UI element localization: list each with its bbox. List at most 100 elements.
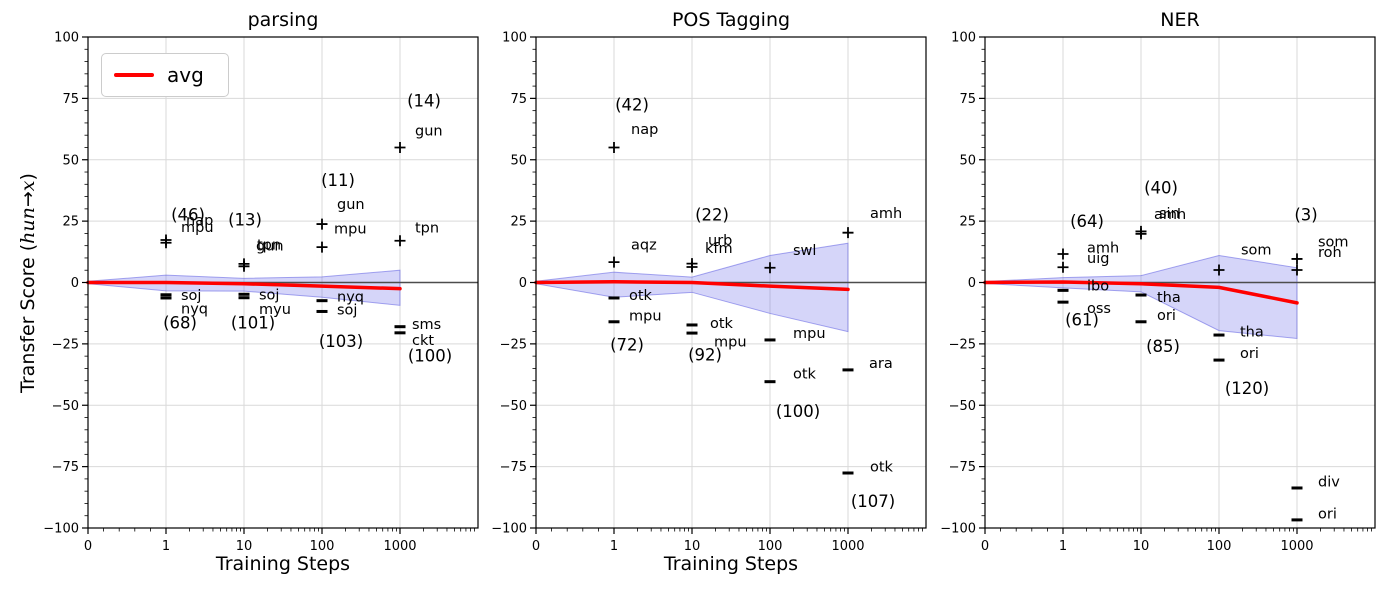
y-tick-label: −75 bbox=[52, 460, 79, 475]
y-tick-label: 75 bbox=[62, 92, 79, 107]
y-axis-label-source: hun bbox=[17, 207, 39, 244]
x-tick-label: 100 bbox=[1207, 539, 1232, 554]
point-label: som bbox=[1241, 242, 1272, 258]
point-label: amh bbox=[1154, 207, 1186, 223]
point-label: uig bbox=[1087, 251, 1109, 267]
count-label: (107) bbox=[851, 492, 895, 511]
point-label: myu bbox=[259, 302, 291, 318]
count-label: (92) bbox=[688, 345, 722, 364]
point-label: kfm bbox=[705, 241, 733, 257]
legend: avg bbox=[101, 53, 229, 97]
y-tick-label: 50 bbox=[62, 153, 79, 168]
point-label: gun bbox=[415, 123, 443, 139]
x-tick-label: 0 bbox=[532, 539, 540, 554]
legend-avg-label: avg bbox=[167, 63, 204, 87]
panel-title-pos-tagging: POS Tagging bbox=[671, 9, 791, 31]
point-label: nyq bbox=[337, 290, 364, 306]
plus-marker bbox=[608, 141, 620, 153]
point-label: div bbox=[1318, 474, 1340, 490]
panel-title-parsing: parsing bbox=[247, 9, 319, 31]
count-label: (101) bbox=[231, 314, 275, 333]
plus-marker bbox=[238, 260, 250, 272]
plus-marker bbox=[1291, 264, 1303, 276]
y-tick-label: −50 bbox=[500, 399, 527, 414]
count-label: (42) bbox=[615, 96, 649, 115]
x-tick-label: 1 bbox=[610, 539, 618, 554]
y-tick-label: 75 bbox=[510, 92, 527, 107]
count-label: (64) bbox=[1070, 212, 1104, 231]
plus-marker bbox=[316, 241, 328, 253]
point-label: gun bbox=[256, 239, 284, 255]
point-label: nap bbox=[631, 122, 658, 138]
x-tick-label: 0 bbox=[981, 539, 989, 554]
y-tick-label: 25 bbox=[959, 215, 976, 230]
x-tick-label: 1 bbox=[1059, 539, 1067, 554]
point-label: otk bbox=[710, 316, 734, 332]
x-tick-label: 0 bbox=[84, 539, 92, 554]
x-tick-label: 100 bbox=[310, 539, 335, 554]
point-label: mpu bbox=[714, 334, 747, 350]
y-axis-label: Transfer Score (hun→x) bbox=[17, 33, 39, 533]
y-tick-label: −25 bbox=[52, 337, 79, 352]
point-label: ckt bbox=[412, 333, 434, 349]
y-tick-label: 100 bbox=[54, 31, 79, 46]
y-tick-label: 100 bbox=[951, 31, 976, 46]
count-label: (61) bbox=[1065, 311, 1099, 330]
point-label: mpu bbox=[181, 220, 214, 236]
y-tick-label: 50 bbox=[510, 153, 527, 168]
point-label: tpn bbox=[257, 237, 281, 253]
point-label: gun bbox=[337, 197, 365, 213]
plus-marker bbox=[1057, 248, 1069, 260]
y-tick-label: 25 bbox=[62, 215, 79, 230]
point-label: mpu bbox=[629, 309, 662, 325]
panel-title-ner: NER bbox=[1160, 9, 1200, 31]
y-tick-label: 100 bbox=[502, 31, 527, 46]
y-tick-label: −100 bbox=[491, 522, 527, 537]
x-tick-label: 1000 bbox=[1280, 539, 1313, 554]
point-label: swl bbox=[793, 243, 816, 259]
avg-line bbox=[983, 280, 1299, 305]
point-label: soj bbox=[181, 288, 201, 304]
plus-marker bbox=[842, 227, 854, 239]
y-tick-label: 0 bbox=[71, 276, 79, 291]
y-tick-label: −100 bbox=[43, 522, 79, 537]
point-label: mpu bbox=[793, 326, 826, 342]
count-label: (46) bbox=[171, 205, 205, 224]
point-label: tpn bbox=[415, 220, 439, 236]
x-tick-label: 10 bbox=[684, 539, 701, 554]
point-label: soj bbox=[259, 287, 279, 303]
plus-marker bbox=[316, 218, 328, 230]
x-tick-label: 10 bbox=[236, 539, 253, 554]
avg-line bbox=[534, 280, 850, 292]
x-tick-label: 1000 bbox=[383, 539, 416, 554]
point-label: sms bbox=[412, 317, 441, 333]
y-tick-label: −50 bbox=[52, 399, 79, 414]
plus-marker bbox=[608, 256, 620, 268]
point-label: roh bbox=[1318, 245, 1342, 261]
count-label: (14) bbox=[407, 91, 441, 110]
confidence-band bbox=[984, 254, 1298, 340]
axes-spines bbox=[984, 36, 1376, 529]
point-label: ori bbox=[1318, 506, 1337, 522]
x-tick-label: 1 bbox=[162, 539, 170, 554]
x-axis-label-parsing: Training Steps bbox=[215, 553, 351, 575]
point-label: aqz bbox=[631, 237, 657, 253]
count-label: (120) bbox=[1225, 379, 1269, 398]
plus-marker bbox=[686, 261, 698, 273]
y-tick-label: 0 bbox=[519, 276, 527, 291]
plus-marker bbox=[1057, 261, 1069, 273]
count-label: (68) bbox=[163, 314, 197, 333]
plus-marker bbox=[394, 235, 406, 247]
y-tick-label: 75 bbox=[959, 92, 976, 107]
point-label: nap bbox=[186, 213, 213, 229]
point-label: otk bbox=[793, 366, 817, 382]
legend-avg-line-swatch bbox=[114, 73, 154, 77]
count-label: (100) bbox=[776, 402, 820, 421]
y-axis-label-suffix: ) bbox=[17, 173, 39, 181]
point-label: mpu bbox=[334, 221, 367, 237]
point-label: otk bbox=[629, 288, 653, 304]
plus-marker bbox=[1135, 228, 1147, 240]
